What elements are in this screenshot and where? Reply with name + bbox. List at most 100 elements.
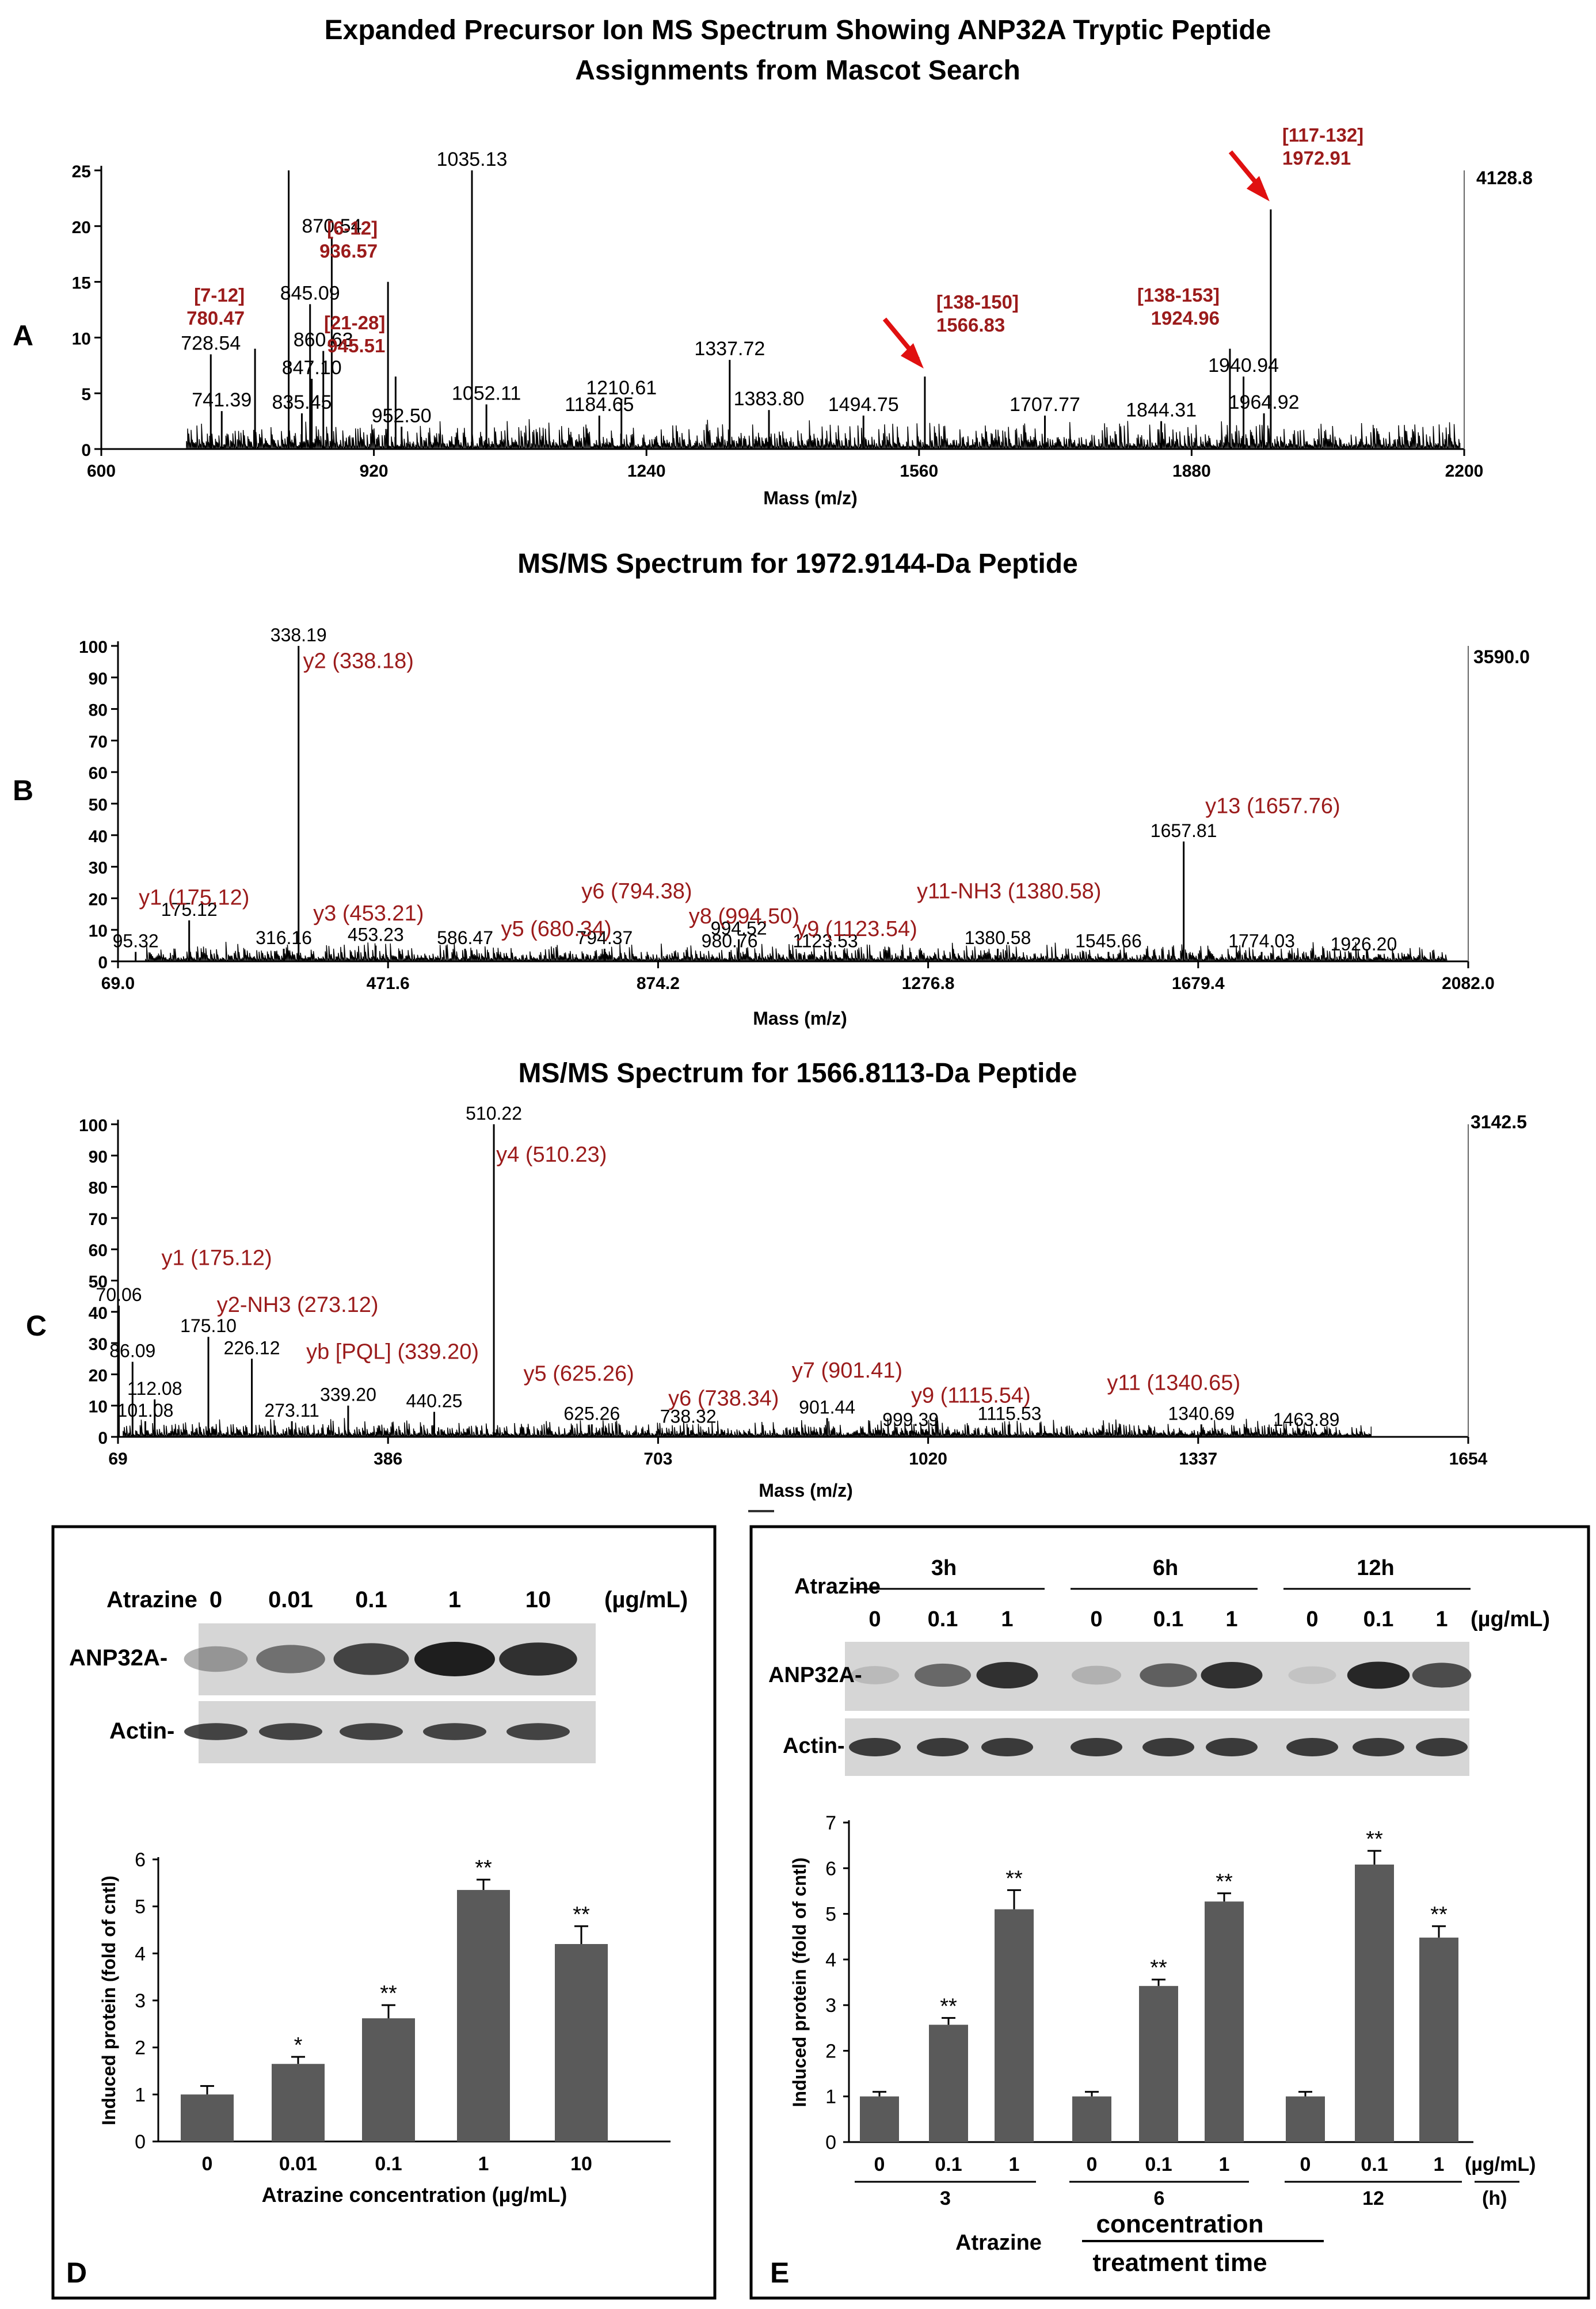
plotC-y-tick-label: 20: [89, 1366, 108, 1385]
plotB-y-tick-label: 90: [89, 670, 108, 688]
plotA-peak-label: 741.39: [192, 389, 252, 411]
plotB-ion-label: y9 (1123.54): [796, 917, 917, 941]
panel-e-letter: E: [770, 2257, 789, 2289]
plotB-ion-label: y3 (453.21): [313, 901, 424, 926]
plotB-ion-label: y11-NH3 (1380.58): [917, 879, 1101, 903]
panel-a: Expanded Precursor Ion MS Spectrum Showi…: [13, 15, 1533, 508]
panel-d-bar-chart: 0 1 2 3 4 5 6 Induced protein (fold of cntl) 0 * 0…: [98, 1849, 671, 2207]
plotD-y-tick-label: 1: [135, 2084, 146, 2106]
plotB-y-tick-label: 10: [89, 922, 108, 941]
plotC-peak-label: 625.26: [563, 1403, 620, 1424]
plotC-peak-label: 175.10: [180, 1315, 237, 1336]
blot-e-actin-band: [849, 1738, 901, 1756]
plotB-peak-label: 453.23: [348, 925, 404, 945]
red-arrow-head: [1246, 176, 1270, 201]
plotD-significance-mark: **: [475, 1856, 492, 1880]
panel-c-letter: C: [26, 1310, 47, 1342]
plotC-ion-label: y1 (175.12): [161, 1246, 272, 1270]
panel-a-assignment-mz: 945.51: [327, 335, 385, 356]
plotC-ion-label: yb [PQL] (339.20): [306, 1340, 479, 1364]
plotA-peak-label: 1035.13: [437, 149, 508, 170]
blot-e-anp32a-band: [1288, 1666, 1336, 1684]
panel-a-assignment-mz: 936.57: [319, 241, 378, 262]
plotC-ion-label: y9 (1115.54): [911, 1383, 1031, 1408]
plotE-y-tick-label: 7: [825, 1812, 836, 1834]
blot-d-unit-label: (µg/mL): [604, 1587, 688, 1612]
plotB-y-tick-label: 70: [89, 732, 108, 751]
blot-e-dose-label: 0.1: [1153, 1607, 1184, 1631]
plotA-baseline-noise: [186, 419, 1461, 450]
blot-e-anp32a-band: [1072, 1665, 1121, 1685]
blot-d-actin-band: [259, 1723, 322, 1740]
blot-e-anp32a-band: [1412, 1663, 1472, 1688]
plotE-y-tick-label: 3: [825, 1995, 836, 2017]
plotE-x-tick-label: 1: [1434, 2154, 1445, 2175]
blot-e-dose-label: 1: [1001, 1607, 1013, 1631]
plotB-x-tick-label: 69.0: [101, 974, 135, 993]
blot-d-dose-label: 0.1: [355, 1587, 387, 1612]
plotB-peak-label: 586.47: [437, 927, 493, 948]
plotB-y-tick-label: 60: [89, 764, 108, 783]
blot-e-unit-label: (µg/mL): [1471, 1607, 1550, 1631]
panel-a-assignment-mz: 1924.96: [1151, 307, 1220, 329]
plotE-y-tick-label: 0: [825, 2132, 836, 2154]
plotB-peak-label: 175.12: [161, 899, 218, 920]
panel-e-time-value: 12: [1362, 2188, 1384, 2209]
plotE-x-tick-label: 0.1: [1361, 2154, 1388, 2175]
blot-e-actin-band: [1286, 1738, 1338, 1756]
panel-a-assignment-range: [6-12]: [327, 218, 378, 239]
plotC-peak-label: 1340.69: [1168, 1403, 1235, 1424]
plotD-bar: [555, 1944, 608, 2141]
plotB-y-tick-label: 30: [89, 859, 108, 878]
plotC-ion-label: y5 (625.26): [524, 1361, 634, 1386]
plotE-bar: [1355, 1864, 1394, 2142]
plotD-x-tick-label: 1: [478, 2153, 489, 2175]
plotC-y-tick-label: 90: [89, 1147, 108, 1166]
plotA-peak-label: 952.50: [372, 405, 432, 427]
plotA-peak-label: 847.10: [282, 357, 342, 379]
plotD-x-tick-label: 0.1: [375, 2153, 402, 2175]
blot-d-dose-label: 0.01: [268, 1587, 313, 1612]
panel-a-assignment-range: [21-28]: [324, 312, 385, 333]
plotB-peak-label: 1123.53: [793, 931, 858, 952]
plotD-x-tick-label: 0: [202, 2153, 213, 2175]
blot-d-anp32a-band: [256, 1645, 325, 1673]
blot-e-dose-label: 0.1: [928, 1607, 958, 1631]
plotC-peak-label: 101.08: [117, 1400, 174, 1421]
blot-e-treatment-label: Atrazine: [794, 1574, 881, 1599]
plotE-x-tick-label: 0: [1087, 2154, 1098, 2175]
plotC-x-tick-label: 703: [643, 1450, 672, 1469]
plotC-peak-label: 86.09: [109, 1341, 155, 1361]
blot-d-actin-band: [340, 1723, 403, 1740]
plotA-x-tick-label: 1880: [1172, 462, 1211, 481]
plotA-peak-label: 1964.92: [1229, 391, 1300, 413]
plotB-ion-label: y6 (794.38): [581, 879, 692, 903]
plotE-y-tick-label: 2: [825, 2040, 836, 2062]
plotB-baseline-noise: [145, 942, 1448, 963]
blot-e-actin-row-label: Actin-: [783, 1734, 845, 1758]
plotD-y-tick-label: 2: [135, 2037, 146, 2059]
plotE-significance-mark: **: [1005, 1866, 1023, 1890]
plotE-bar: [995, 1909, 1034, 2142]
panel-e-unit-label: (µg/mL): [1465, 2154, 1536, 2175]
plotA-y-tick-label: 25: [72, 162, 91, 181]
plotB-peak-label: 794.37: [576, 927, 633, 948]
plotB-peak-label: 1774.03: [1228, 931, 1295, 952]
plotC-y-tick-label: 50: [89, 1273, 108, 1292]
plotE-bar: [929, 2025, 968, 2142]
blot-d-anp32a-row-label: ANP32A-: [69, 1645, 167, 1671]
plotE-bar: [1072, 2096, 1111, 2142]
panel-a-assignment-range: [138-153]: [1137, 284, 1220, 306]
plotE-x-tick-label: 0.1: [1145, 2154, 1172, 2175]
plotC-y-tick-label: 70: [89, 1210, 108, 1229]
plotC-peak-label: 273.11: [264, 1400, 319, 1421]
blot-e-anp32a-band: [1201, 1661, 1263, 1689]
blot-e-dose-label: 0.1: [1363, 1607, 1394, 1631]
plotB-ion-label: y1 (175.12): [139, 885, 249, 910]
plotD-significance-mark: **: [573, 1903, 590, 1927]
plotB-ion-label: y8 (994.50): [689, 904, 799, 929]
plotB-peak-label: 1545.66: [1075, 931, 1142, 952]
